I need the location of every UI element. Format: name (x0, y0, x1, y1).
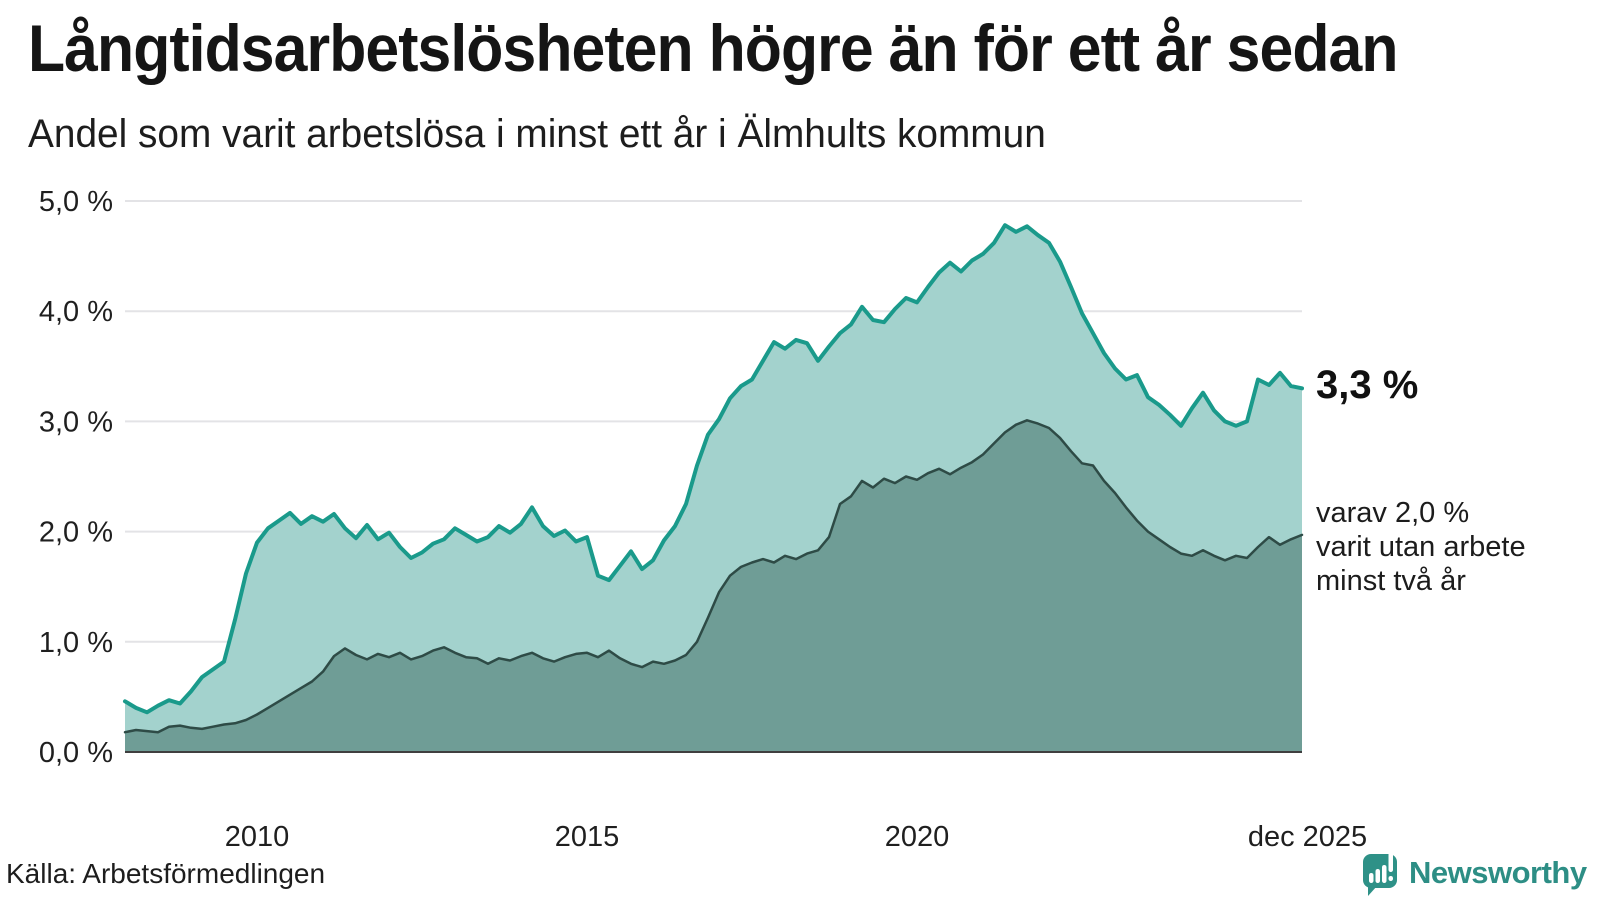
x-tick-label: 2015 (555, 821, 620, 853)
source-caption: Källa: Arbetsförmedlingen (6, 858, 326, 889)
line-unemployed-one-year (123, 223, 1304, 715)
newsworthy-wordmark: Newsworthy (1409, 855, 1587, 890)
x-tick-label: 2010 (225, 821, 290, 853)
y-tick-label: 4,0 % (39, 296, 113, 328)
y-tick-label: 5,0 % (39, 186, 113, 218)
y-tick-label: 2,0 % (39, 517, 113, 549)
x-tick-label: 2020 (885, 821, 950, 853)
line-unemployed-two-years (123, 419, 1304, 734)
newsworthy-logo-icon (1363, 851, 1397, 896)
latest-value-label: 3,3 % (1316, 363, 1419, 407)
y-tick-label: 1,0 % (39, 627, 113, 659)
page-subtitle: Andel som varit arbetslösa i minst ett å… (28, 112, 1046, 156)
x-tick-label: dec 2025 (1248, 821, 1367, 853)
page-title: Långtidsarbetslösheten högre än för ett … (28, 11, 1398, 85)
y-tick-label: 3,0 % (39, 406, 113, 438)
newsworthy-branding: Newsworthy (1360, 851, 1587, 897)
secondary-value-label: varav 2,0 % varit utan arbete minst två … (1316, 497, 1526, 597)
area-unemployed-two-years (125, 420, 1302, 752)
y-tick-label: 0,0 % (39, 737, 113, 769)
